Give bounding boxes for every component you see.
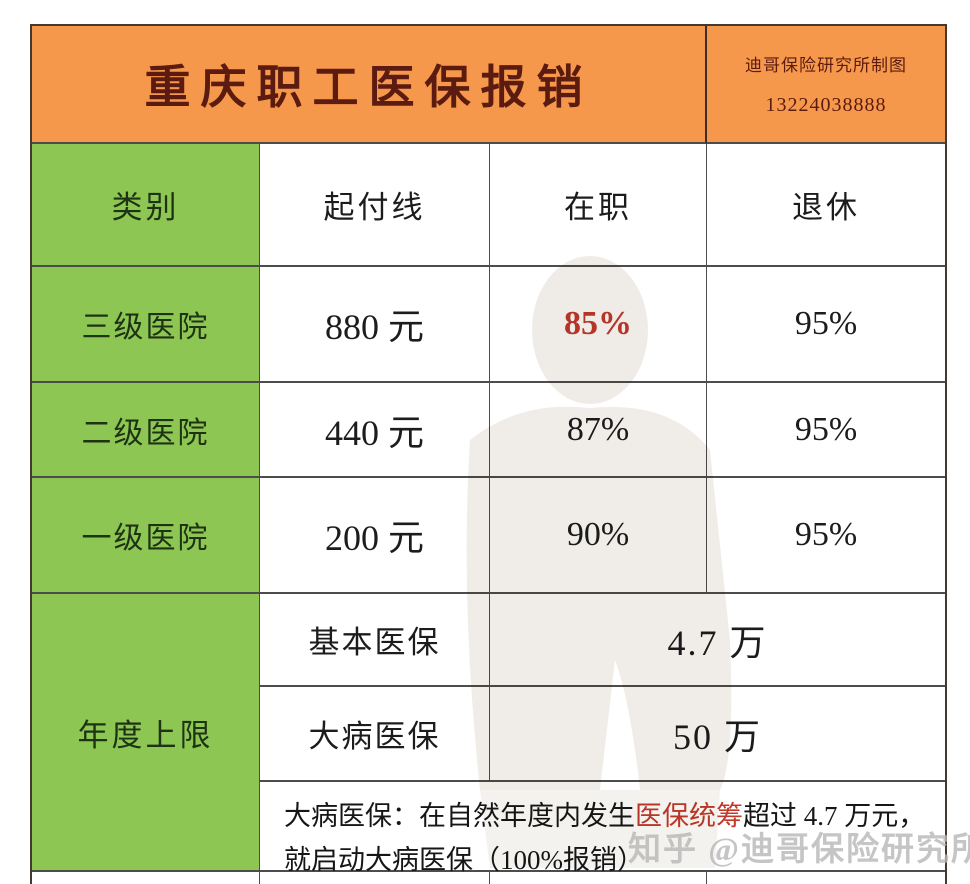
col-header-category: 类别 <box>32 144 260 267</box>
row-tier1-retired-rate: 95% <box>707 478 945 594</box>
title-text: 重庆职工医保报销 <box>144 62 593 113</box>
annual-critical-name: 大病医保 <box>260 687 490 782</box>
row-tier3-deductible: 880 元 <box>260 267 490 383</box>
row-tier3-retired-rate: 95% <box>707 267 945 383</box>
medical-insurance-table: 重庆职工医保报销 迪哥保险研究所制图 13224038888 类别 起付线 在职… <box>30 24 947 884</box>
row-tier2-deductible: 440 元 <box>260 383 490 478</box>
table-title: 重庆职工医保报销 <box>32 26 707 144</box>
annual-critical-value: 50 万 <box>490 687 945 782</box>
annual-basic-name: 基本医保 <box>260 594 490 687</box>
bottom-stub-cell-1 <box>32 872 260 884</box>
col-header-active: 在职 <box>490 144 707 267</box>
annual-basic-value: 4.7 万 <box>490 594 945 687</box>
row-tier1-active-rate: 90% <box>490 478 707 594</box>
col-header-deductible: 起付线 <box>260 144 490 267</box>
row-tier2-category: 二级医院 <box>32 383 260 478</box>
row-tier1-deductible: 200 元 <box>260 478 490 594</box>
row-tier1-category: 一级医院 <box>32 478 260 594</box>
bottom-stub-cell-2 <box>260 872 490 884</box>
row-tier3-active-rate: 85% <box>490 267 707 383</box>
row-tier2-retired-rate: 95% <box>707 383 945 478</box>
annual-limit-label: 年度上限 <box>32 594 260 872</box>
col-header-retired: 退休 <box>707 144 945 267</box>
credit-block: 迪哥保险研究所制图 13224038888 <box>707 26 945 144</box>
credit-phone: 13224038888 <box>765 94 887 116</box>
row-tier2-active-rate: 87% <box>490 383 707 478</box>
note-text-part1: 大病医保：在自然年度内发生 <box>284 801 635 831</box>
note-text-highlight: 医保统筹 <box>635 801 743 831</box>
row-tier3-category: 三级医院 <box>32 267 260 383</box>
critical-illness-note: 大病医保：在自然年度内发生医保统筹超过 4.7 万元，就启动大病医保（100%报… <box>260 782 945 875</box>
bottom-stub-cell-3 <box>490 872 707 884</box>
credit-studio: 迪哥保险研究所制图 <box>745 56 907 75</box>
bottom-stub-cell-4 <box>707 872 945 884</box>
